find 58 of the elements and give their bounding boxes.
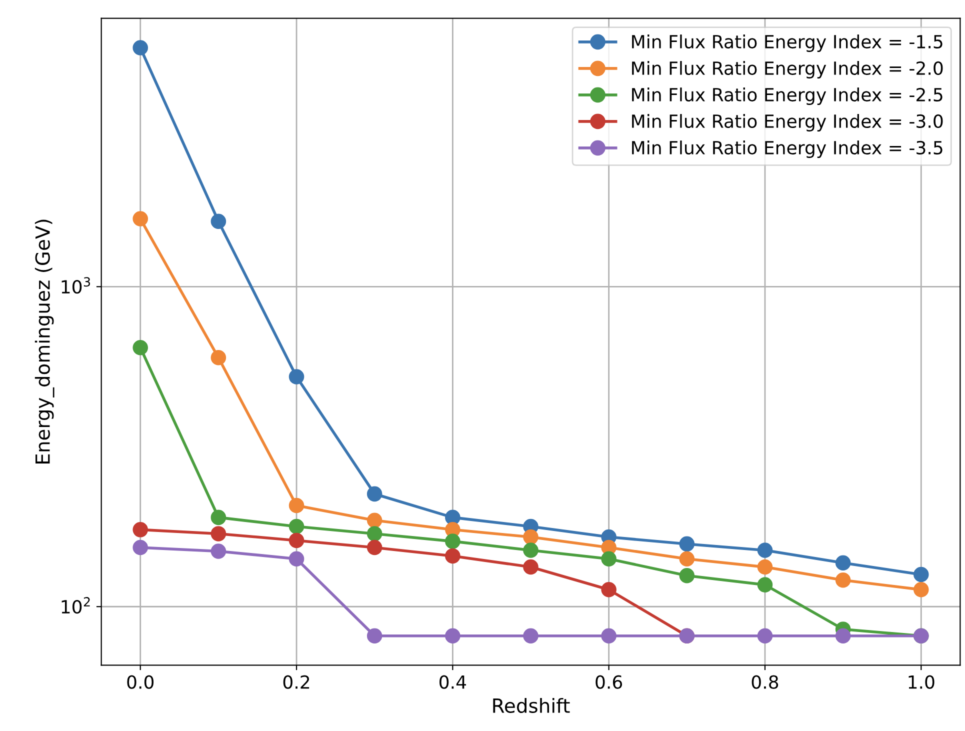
legend-label: Min Flux Ratio Energy Index = -2.5 bbox=[632, 88, 942, 106]
y-tick-label: 10$^{2}$ bbox=[62, 597, 90, 614]
x-tick-label: 0.8 bbox=[752, 675, 778, 689]
point bbox=[523, 542, 538, 558]
point bbox=[445, 534, 460, 549]
point bbox=[132, 522, 148, 538]
point bbox=[835, 572, 851, 588]
point bbox=[132, 340, 148, 356]
x-tick-label: 1.0 bbox=[908, 675, 934, 689]
point bbox=[679, 536, 695, 552]
x-tick-label: 0.4 bbox=[440, 675, 466, 689]
x-axis-title: Redshift bbox=[493, 698, 570, 714]
point bbox=[366, 628, 382, 644]
point bbox=[445, 510, 460, 526]
point bbox=[366, 486, 382, 502]
point bbox=[523, 529, 538, 545]
x-tick-label: 0.0 bbox=[127, 675, 154, 689]
legend-label: Min Flux Ratio Energy Index = -3.0 bbox=[632, 114, 943, 132]
point bbox=[913, 566, 929, 582]
point bbox=[835, 628, 851, 644]
point bbox=[288, 369, 304, 384]
point bbox=[288, 551, 304, 567]
point bbox=[132, 40, 148, 56]
legend-label: Min Flux Ratio Energy Index = -3.5 bbox=[632, 140, 942, 158]
y-tick-label: 10$^{3}$ bbox=[62, 277, 90, 294]
point bbox=[757, 542, 773, 558]
x-tick-label: 0.6 bbox=[596, 675, 622, 689]
point bbox=[757, 577, 773, 592]
point bbox=[366, 526, 382, 542]
point bbox=[132, 540, 148, 556]
point bbox=[757, 559, 773, 575]
point bbox=[210, 510, 226, 526]
point bbox=[210, 214, 226, 229]
point bbox=[445, 628, 460, 644]
legend-label: Min Flux Ratio Energy Index = -1.5 bbox=[632, 34, 942, 52]
point bbox=[366, 540, 382, 556]
point bbox=[835, 555, 851, 571]
point bbox=[210, 526, 226, 542]
y-axis-title: Energy_dominguez (GeV) bbox=[34, 220, 54, 464]
x-tick-label: 0.2 bbox=[283, 675, 310, 689]
legend-label: Min Flux Ratio Energy Index = -2.0 bbox=[632, 61, 943, 78]
point bbox=[601, 582, 616, 598]
point bbox=[601, 551, 616, 567]
point bbox=[288, 518, 304, 534]
point bbox=[210, 350, 226, 366]
point bbox=[132, 211, 148, 226]
point bbox=[288, 498, 304, 514]
point bbox=[366, 512, 382, 528]
point bbox=[913, 582, 929, 598]
point bbox=[210, 544, 226, 559]
point bbox=[601, 628, 616, 644]
point bbox=[679, 551, 695, 567]
point bbox=[757, 628, 773, 644]
point bbox=[288, 532, 304, 548]
point bbox=[679, 568, 695, 584]
point bbox=[445, 548, 460, 564]
point bbox=[523, 628, 538, 644]
point bbox=[523, 559, 538, 575]
